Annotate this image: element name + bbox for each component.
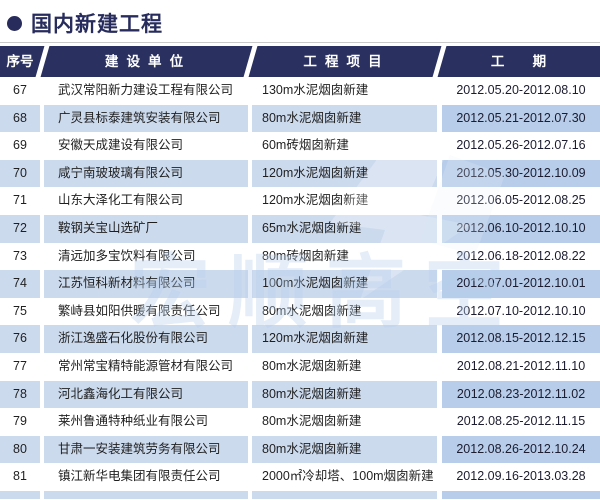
row-project-cell: 80m水泥烟囱新建 [252, 435, 437, 464]
table-row: 76 浙江逸盛石化股份有限公司 120m水泥烟囱新建 2012.08.15-20… [0, 325, 600, 353]
table-row [0, 490, 600, 499]
table-row: 68 广灵县标泰建筑安装有限公司 80m水泥烟囱新建 2012.05.21-20… [0, 104, 600, 133]
row-company-cell: 安徽天成建设有限公司 [58, 138, 184, 153]
column-header-project: 工程项目 [248, 46, 437, 77]
row-period-cell: 2012.07.01-2012.10.01 [442, 270, 600, 298]
row-project-cell: 80m水泥烟囱新建 [262, 303, 362, 318]
row-project-cell [252, 490, 437, 499]
row-company-cell: 江苏恒科新材料有限公司 [44, 270, 248, 298]
row-project-cell: 120m水泥烟囱新建 [252, 325, 437, 353]
row-number-cell: 75 [13, 303, 27, 318]
table-row: 71 山东大泽化工有限公司 120m水泥烟囱新建 2012.06.05-2012… [0, 187, 600, 215]
row-number-cell: 81 [13, 469, 27, 484]
row-project-cell: 80m水泥烟囱新建 [262, 414, 362, 429]
table-row: 69 安徽天成建设有限公司 60m砖烟囱新建 2012.05.26-2012.0… [0, 132, 600, 160]
row-company-cell: 武汉常阳新力建设工程有限公司 [58, 83, 234, 97]
table-row: 67 武汉常阳新力建设工程有限公司 130m水泥烟囱新建 2012.05.20-… [0, 77, 600, 105]
column-header-project-label: 工程项目 [303, 54, 390, 69]
row-company-cell: 甘肃一安装建筑劳务有限公司 [44, 435, 248, 464]
table-row: 70 咸宁南玻玻璃有限公司 120m水泥烟囱新建 2012.05.30-2012… [0, 159, 600, 188]
row-period-cell: 2012.06.18-2012.08.22 [456, 248, 586, 263]
row-project-cell: 80m水泥烟囱新建 [252, 380, 437, 409]
row-company-cell: 莱州鲁通特种纸业有限公司 [58, 414, 209, 429]
page-title-row: 国内新建工程 [0, 0, 600, 40]
row-project-cell: 80m砖烟囱新建 [262, 248, 349, 263]
row-company-cell: 繁峙县如阳供暖有限责任公司 [58, 303, 221, 318]
row-number-cell: 77 [13, 358, 27, 373]
row-period-cell: 2012.05.30-2012.10.09 [442, 159, 600, 188]
row-number-cell: 80 [0, 435, 40, 464]
row-number-cell: 74 [0, 270, 40, 298]
row-number-cell: 67 [13, 83, 27, 97]
row-period-cell: 2012.07.10-2012.10.10 [456, 303, 586, 318]
page-title: 国内新建工程 [31, 13, 163, 36]
row-company-cell: 山东大泽化工有限公司 [58, 193, 184, 208]
row-project-cell: 80m水泥烟囱新建 [252, 104, 437, 133]
table-row: 73 清远加多宝饮料有限公司 80m砖烟囱新建 2012.06.18-2012.… [0, 243, 600, 271]
row-number-cell: 78 [0, 380, 40, 409]
table-row: 77 常州常宝精特能源管材有限公司 80m水泥烟囱新建 2012.08.21-2… [0, 353, 600, 381]
row-project-cell: 130m水泥烟囱新建 [262, 83, 369, 97]
row-period-cell: 2012.06.05-2012.08.25 [456, 193, 586, 208]
row-company-cell: 镇江新华电集团有限责任公司 [58, 469, 221, 484]
row-project-cell: 120m水泥烟囱新建 [262, 193, 369, 208]
row-period-cell: 2012.05.21-2012.07.30 [442, 104, 600, 133]
table-row: 80 甘肃一安装建筑劳务有限公司 80m水泥烟囱新建 2012.08.26-20… [0, 435, 600, 464]
row-company-cell: 咸宁南玻玻璃有限公司 [44, 159, 248, 188]
row-project-cell: 120m水泥烟囱新建 [252, 159, 437, 188]
row-company-cell [44, 490, 248, 499]
table-row: 78 河北鑫海化工有限公司 80m水泥烟囱新建 2012.08.23-2012.… [0, 380, 600, 409]
row-period-cell: 2012.09.16-2013.03.28 [456, 469, 586, 484]
row-number-cell: 69 [13, 138, 27, 153]
row-number-cell: 79 [13, 414, 27, 429]
row-period-cell: 2012.06.10-2012.10.10 [442, 214, 600, 243]
title-divider [0, 42, 600, 43]
row-number-cell: 70 [0, 159, 40, 188]
row-company-cell: 河北鑫海化工有限公司 [44, 380, 248, 409]
row-period-cell: 2012.05.20-2012.08.10 [456, 83, 586, 97]
row-period-cell: 2012.05.26-2012.07.16 [456, 138, 586, 153]
column-header-company: 建设单位 [40, 46, 248, 77]
row-number-cell: 73 [13, 248, 27, 263]
row-project-cell: 65m水泥烟囱新建 [252, 214, 437, 243]
row-company-cell: 广灵县标泰建筑安装有限公司 [44, 104, 248, 133]
row-project-cell: 60m砖烟囱新建 [262, 138, 349, 153]
row-project-cell: 80m水泥烟囱新建 [262, 358, 362, 373]
row-project-cell: 100m水泥烟囱新建 [252, 270, 437, 298]
row-number-cell: 71 [13, 193, 27, 208]
column-header-period: 工期 [437, 46, 600, 77]
row-period-cell [442, 490, 600, 499]
column-header-company-label: 建设单位 [104, 54, 192, 69]
row-period-cell: 2012.08.15-2012.12.15 [442, 325, 600, 353]
table-body: 67 武汉常阳新力建设工程有限公司 130m水泥烟囱新建 2012.05.20-… [0, 77, 600, 499]
row-project-cell: 2000㎡冷却塔、100m烟囱新建 [262, 469, 434, 484]
table-header-row: 序号 建设单位 工程项目 工期 [0, 46, 600, 77]
row-number-cell: 68 [0, 104, 40, 133]
table-row: 74 江苏恒科新材料有限公司 100m水泥烟囱新建 2012.07.01-201… [0, 270, 600, 298]
row-period-cell: 2012.08.25-2012.11.15 [456, 414, 586, 429]
table-row: 79 莱州鲁通特种纸业有限公司 80m水泥烟囱新建 2012.08.25-201… [0, 408, 600, 436]
column-header-period-label: 工期 [490, 54, 575, 69]
table-row: 75 繁峙县如阳供暖有限责任公司 80m水泥烟囱新建 2012.07.10-20… [0, 298, 600, 326]
column-header-no-label: 序号 [6, 54, 34, 69]
table-row: 72 鞍钢关宝山选矿厂 65m水泥烟囱新建 2012.06.10-2012.10… [0, 214, 600, 243]
row-company-cell: 清远加多宝饮料有限公司 [58, 248, 196, 263]
bullet-icon [7, 15, 22, 31]
row-period-cell: 2012.08.23-2012.11.02 [442, 380, 600, 409]
row-number-cell [0, 490, 40, 499]
column-header-no: 序号 [0, 46, 40, 77]
row-number-cell: 72 [0, 214, 40, 243]
row-number-cell: 76 [0, 325, 40, 353]
row-period-cell: 2012.08.26-2012.10.24 [442, 435, 600, 464]
row-company-cell: 常州常宝精特能源管材有限公司 [58, 358, 234, 373]
row-period-cell: 2012.08.21-2012.11.10 [456, 358, 586, 373]
table-row: 81 镇江新华电集团有限责任公司 2000㎡冷却塔、100m烟囱新建 2012.… [0, 463, 600, 491]
row-company-cell: 鞍钢关宝山选矿厂 [44, 214, 248, 243]
row-company-cell: 浙江逸盛石化股份有限公司 [44, 325, 248, 353]
